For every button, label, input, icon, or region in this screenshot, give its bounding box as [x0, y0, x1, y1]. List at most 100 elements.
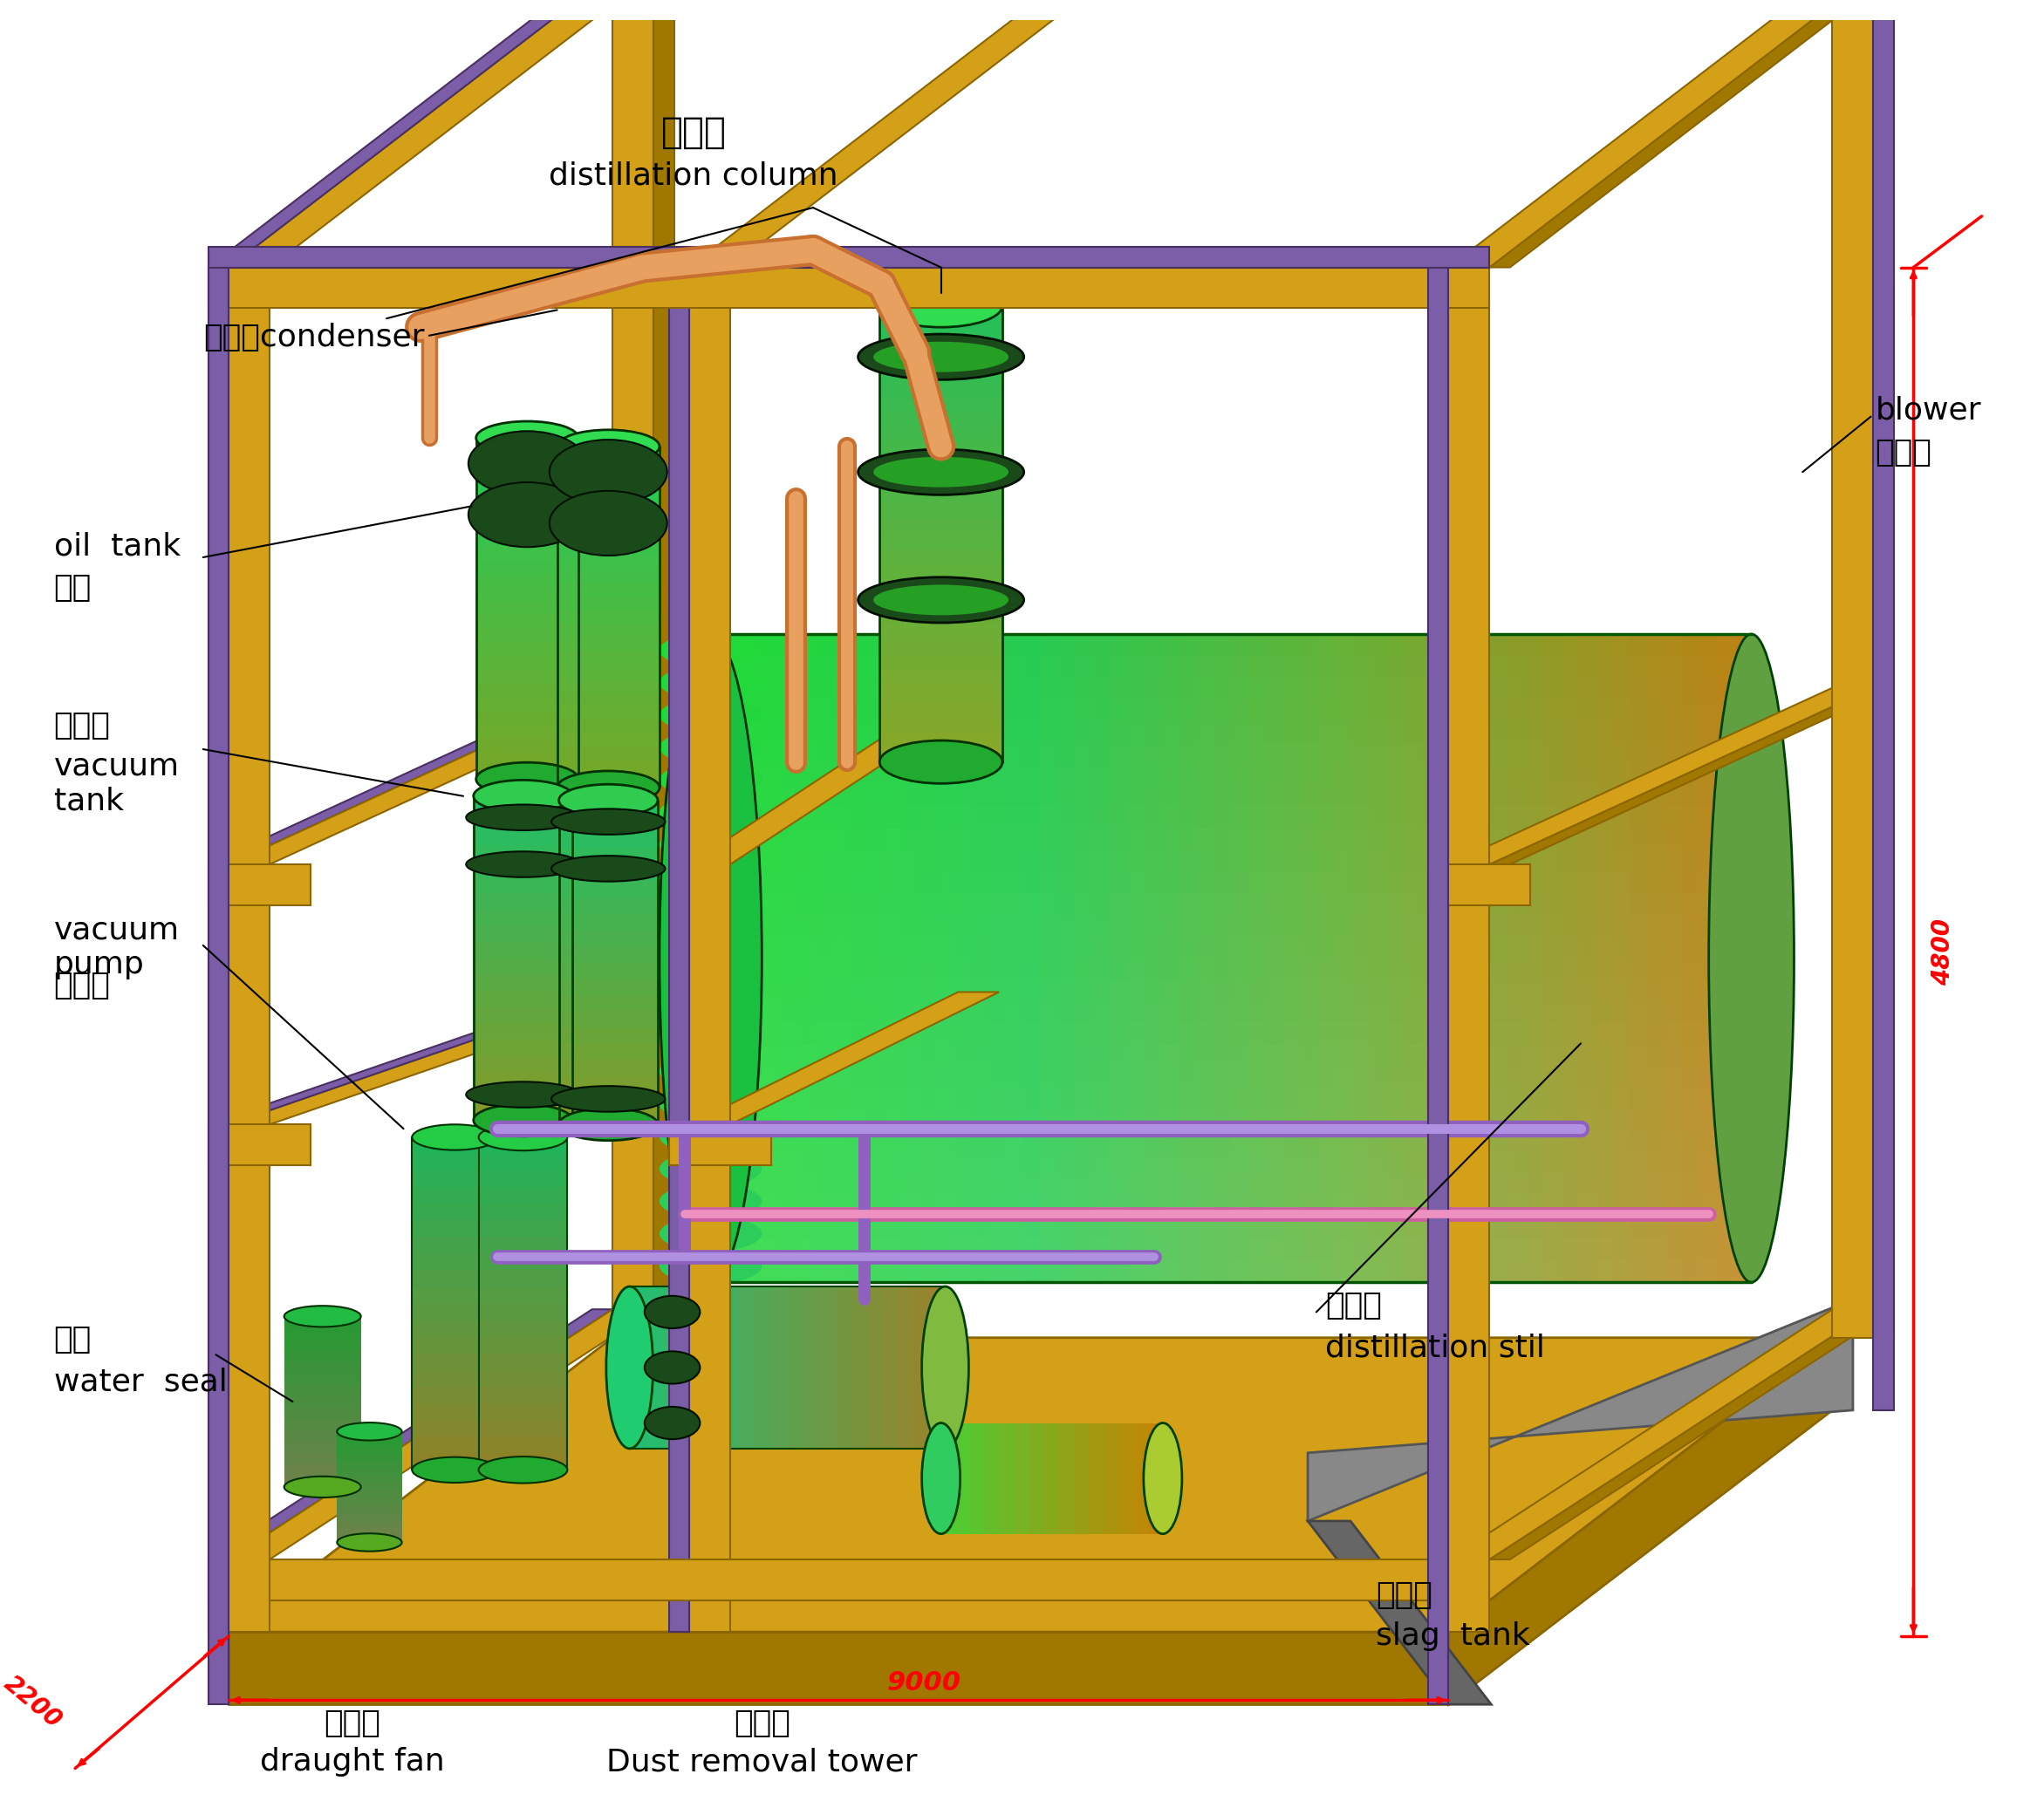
Bar	[558, 542, 660, 555]
Bar	[711, 1023, 1752, 1045]
Polygon shape	[689, 687, 1000, 864]
Text: 4800: 4800	[1930, 918, 1954, 985]
Polygon shape	[208, 993, 613, 1125]
Bar	[284, 1351, 362, 1361]
Bar	[413, 1137, 497, 1154]
Bar	[879, 640, 1002, 656]
Bar	[558, 946, 658, 962]
Bar	[756, 1287, 773, 1448]
Bar	[1369, 635, 1388, 1282]
Bar	[284, 1454, 362, 1464]
Text: 鼓风机: 鼓风机	[1874, 438, 1932, 468]
Ellipse shape	[660, 989, 762, 1025]
Ellipse shape	[922, 1287, 969, 1448]
Bar	[558, 582, 660, 597]
Bar	[883, 1287, 897, 1448]
Polygon shape	[1449, 1338, 1831, 1705]
Bar	[284, 1361, 362, 1374]
Text: distillation stil: distillation stil	[1325, 1334, 1545, 1363]
Bar	[879, 381, 1002, 398]
Bar	[711, 721, 1752, 741]
Bar	[558, 515, 660, 528]
Ellipse shape	[660, 635, 762, 1282]
Bar	[558, 528, 660, 542]
Bar	[1699, 635, 1717, 1282]
Bar	[337, 1446, 403, 1454]
Bar	[337, 1490, 403, 1499]
Bar	[337, 1521, 403, 1528]
Bar	[476, 533, 578, 548]
Bar	[711, 656, 1752, 678]
Ellipse shape	[660, 1087, 762, 1121]
Bar	[284, 1316, 362, 1327]
Ellipse shape	[466, 1081, 580, 1108]
Text: distillation column: distillation column	[550, 161, 838, 190]
Polygon shape	[208, 864, 311, 906]
Polygon shape	[229, 0, 654, 268]
Bar	[558, 1043, 658, 1059]
Bar	[476, 615, 578, 629]
Bar	[558, 678, 660, 692]
Bar	[476, 588, 578, 602]
Bar	[879, 671, 1002, 685]
Bar	[478, 1137, 568, 1154]
Text: vacuum
pump: vacuum pump	[53, 915, 180, 980]
Bar	[558, 1011, 658, 1027]
Bar	[1682, 635, 1699, 1282]
Polygon shape	[208, 0, 613, 268]
Bar	[879, 488, 1002, 503]
Bar	[1284, 635, 1300, 1282]
Bar	[558, 1059, 658, 1076]
Ellipse shape	[337, 1533, 403, 1551]
Bar	[1110, 635, 1126, 1282]
Bar	[1404, 635, 1423, 1282]
Bar	[558, 447, 660, 459]
Bar	[478, 1387, 568, 1403]
Bar	[413, 1354, 497, 1370]
Text: 水封: 水封	[53, 1325, 92, 1354]
Bar	[558, 597, 660, 609]
Bar	[478, 1253, 568, 1271]
Bar	[711, 1132, 1752, 1154]
Polygon shape	[654, 0, 675, 1338]
Bar	[1439, 635, 1457, 1282]
Bar	[914, 1287, 930, 1448]
Bar	[971, 1423, 985, 1533]
Bar	[284, 1430, 362, 1441]
Ellipse shape	[660, 1054, 762, 1090]
Bar	[1145, 635, 1161, 1282]
Text: Dust removal tower: Dust removal tower	[607, 1747, 918, 1777]
Ellipse shape	[660, 730, 762, 765]
Bar	[1118, 1423, 1132, 1533]
Bar	[474, 991, 572, 1007]
Bar	[413, 1253, 497, 1271]
Bar	[787, 1287, 803, 1448]
Bar	[476, 465, 578, 479]
Bar	[478, 1154, 568, 1170]
Bar	[879, 398, 1002, 412]
Bar	[558, 665, 660, 678]
Bar	[885, 635, 901, 1282]
Bar	[1149, 1423, 1163, 1533]
Bar	[474, 975, 572, 991]
Bar	[558, 732, 660, 747]
Bar	[476, 479, 578, 492]
Bar	[474, 1105, 572, 1121]
Bar	[558, 692, 660, 705]
Bar	[284, 1340, 362, 1351]
Ellipse shape	[660, 1184, 762, 1219]
Polygon shape	[229, 687, 654, 864]
Bar	[476, 492, 578, 506]
Bar	[879, 702, 1002, 716]
Bar	[1196, 635, 1214, 1282]
Bar	[558, 638, 660, 651]
Bar	[558, 929, 658, 946]
Bar	[558, 624, 660, 638]
Bar	[474, 877, 572, 893]
Text: 9000: 9000	[887, 1671, 961, 1696]
Polygon shape	[689, 993, 1000, 1125]
Bar	[284, 1475, 362, 1486]
Ellipse shape	[468, 483, 587, 548]
Bar	[711, 700, 1752, 721]
Bar	[711, 1217, 1752, 1238]
